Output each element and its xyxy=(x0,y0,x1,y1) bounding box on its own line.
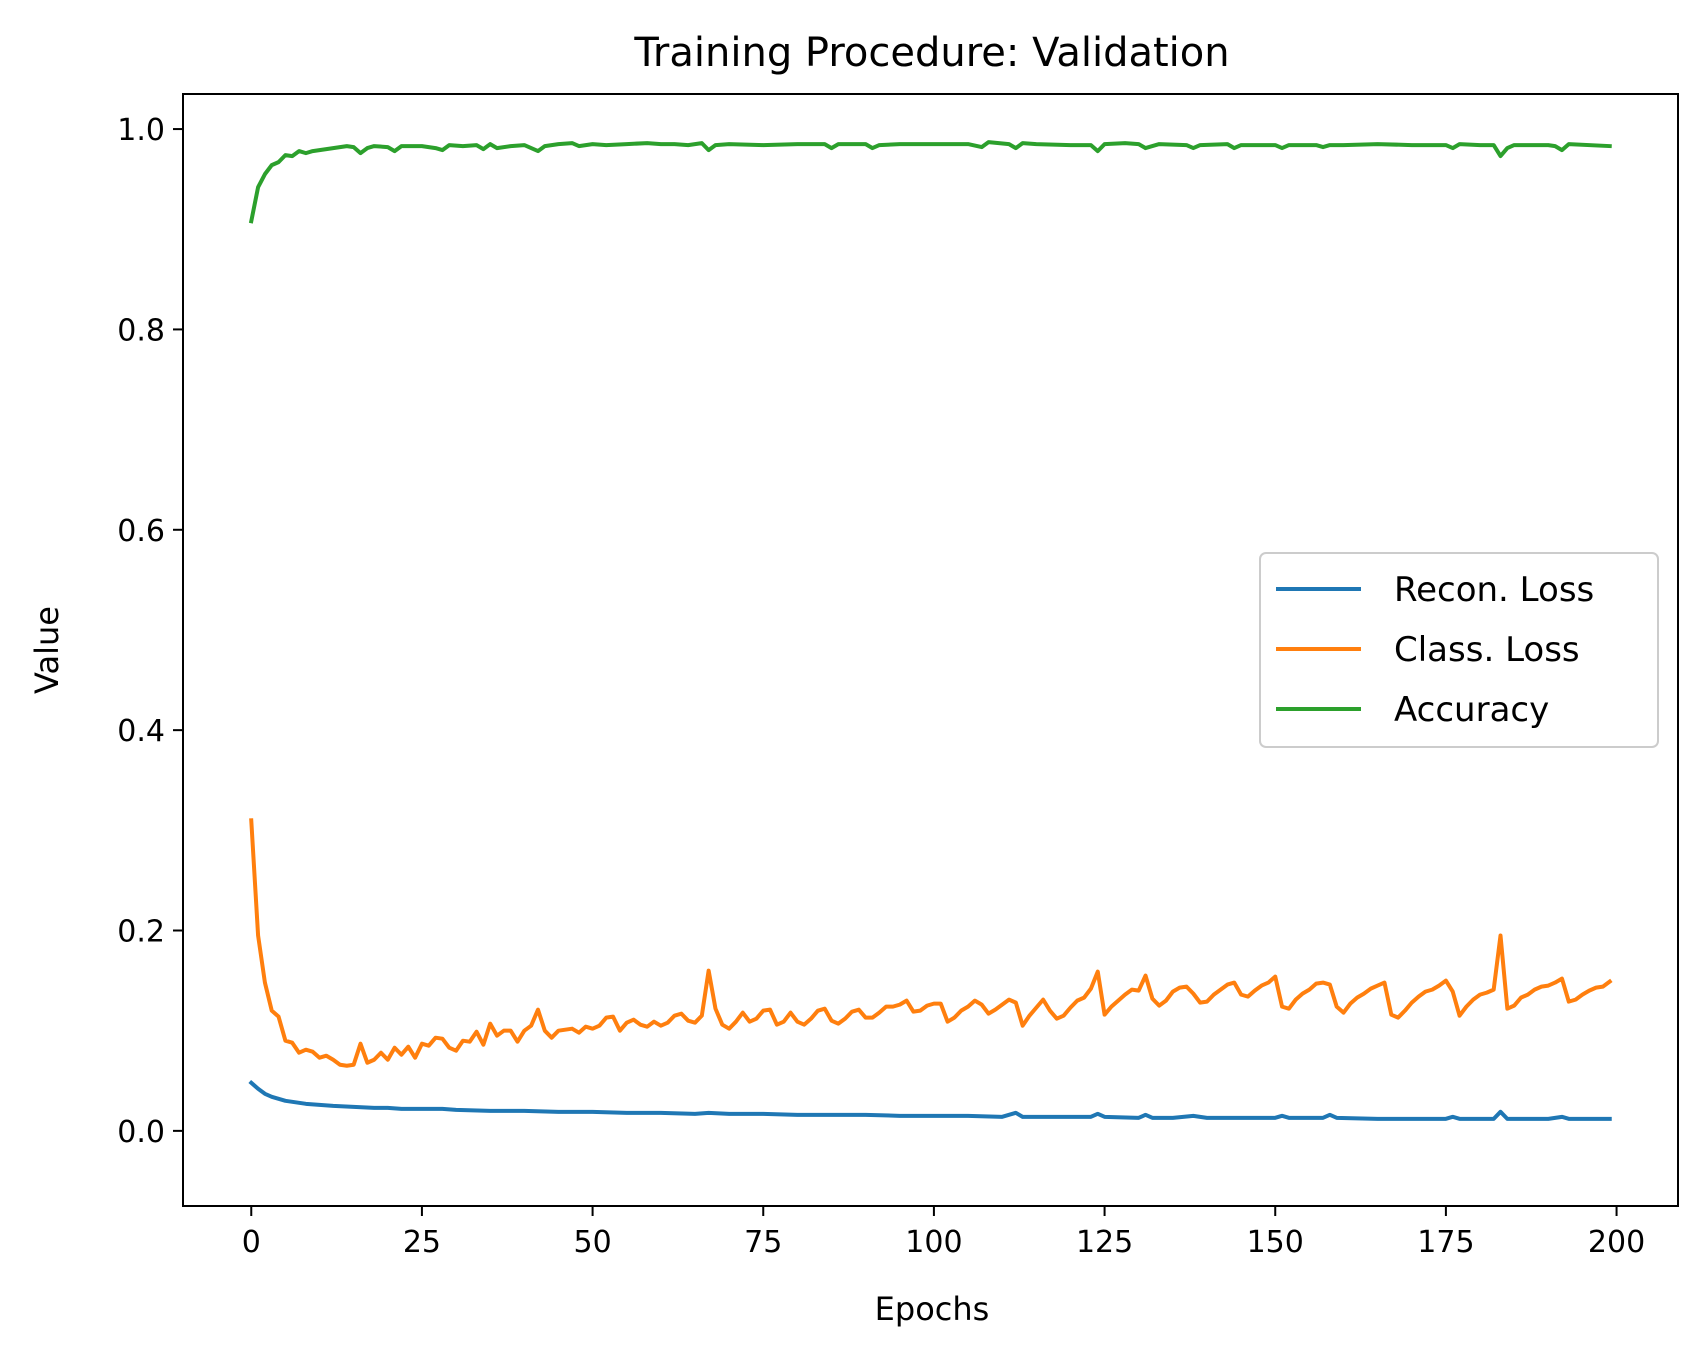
x-tick-label: 150 xyxy=(1247,1225,1304,1260)
y-tick-label: 0.6 xyxy=(117,514,165,549)
legend: Recon. Loss Class. Loss Accuracy xyxy=(1259,552,1659,748)
plot-frame xyxy=(182,93,1679,1207)
series-line-recon-loss xyxy=(248,1079,1612,1121)
x-tick-label: 200 xyxy=(1588,1225,1645,1260)
x-axis: 0 25 50 75 100 125 150 175 200 xyxy=(242,1206,1645,1260)
x-tick-label: 125 xyxy=(1076,1225,1133,1260)
legend-label: Class. Loss xyxy=(1394,630,1580,670)
x-tick-label: 0 xyxy=(242,1225,261,1260)
chart-title: Training Procedure: Validation xyxy=(633,30,1229,76)
y-axis: 0.0 0.2 0.4 0.6 0.8 1.0 xyxy=(117,113,183,1150)
series-line-class-loss xyxy=(249,818,1613,1068)
y-tick-label: 0.8 xyxy=(117,313,165,348)
x-axis-label: Epochs xyxy=(875,1290,990,1328)
x-tick-label: 100 xyxy=(905,1225,962,1260)
x-tick-label: 75 xyxy=(744,1225,782,1260)
series-layer xyxy=(248,140,1613,1121)
legend-frame xyxy=(1259,552,1659,748)
y-tick-label: 0.4 xyxy=(117,714,165,749)
y-tick-label: 1.0 xyxy=(117,113,165,148)
x-tick-label: 50 xyxy=(573,1225,611,1260)
series-line-accuracy xyxy=(248,140,1612,224)
y-tick-label: 0.2 xyxy=(117,915,165,950)
x-tick-label: 25 xyxy=(403,1225,441,1260)
legend-label: Recon. Loss xyxy=(1394,570,1594,610)
y-axis-label: Value xyxy=(28,606,66,694)
y-tick-label: 0.0 xyxy=(117,1115,165,1150)
x-tick-label: 175 xyxy=(1417,1225,1474,1260)
legend-label: Accuracy xyxy=(1394,690,1549,730)
